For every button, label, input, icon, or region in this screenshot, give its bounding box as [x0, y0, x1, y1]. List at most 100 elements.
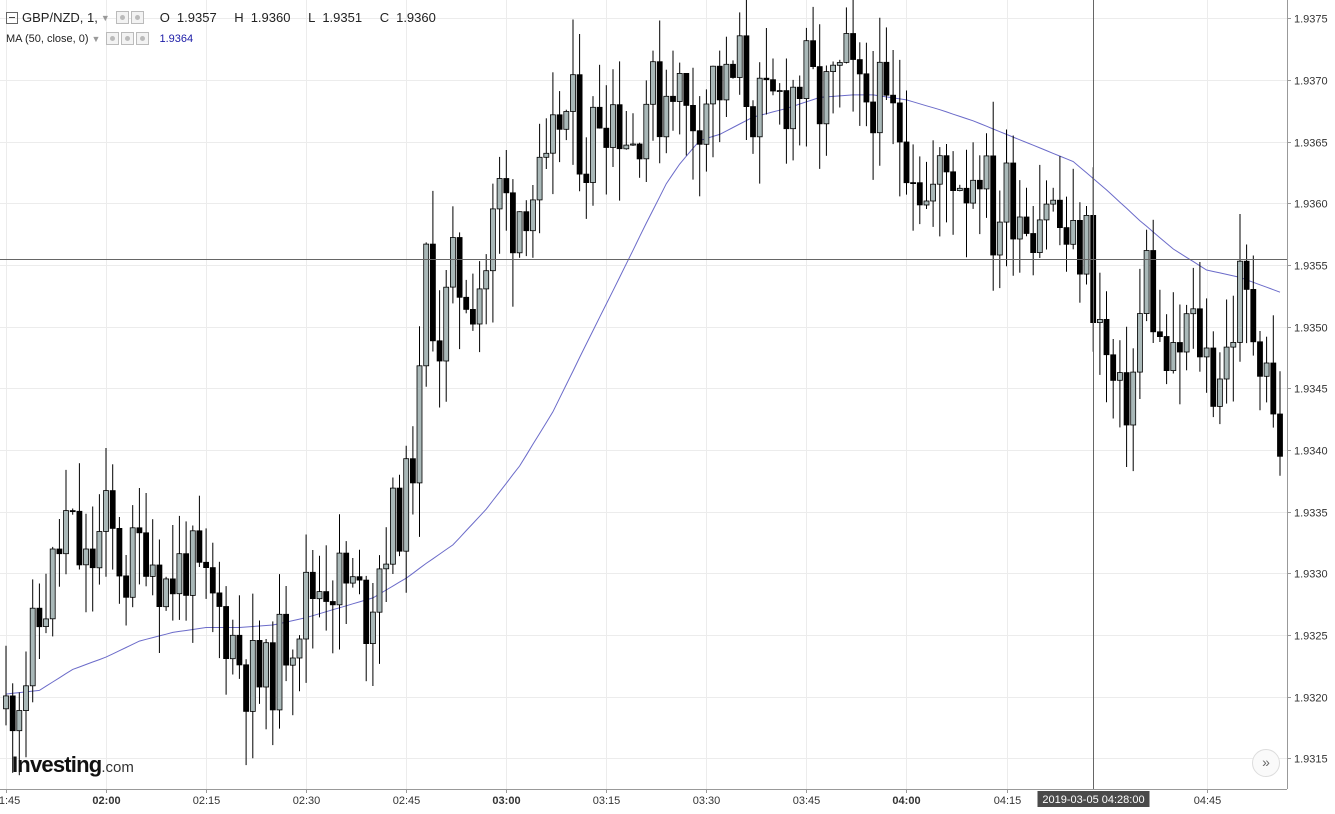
candle-body: [1063, 227, 1070, 245]
candle-body: [523, 211, 530, 232]
candle-body: [316, 591, 323, 600]
ma-settings-gear-icon[interactable]: [121, 32, 135, 45]
candle-body: [690, 105, 696, 132]
ma-caret-icon[interactable]: ▼: [91, 33, 101, 44]
candle-body: [816, 66, 823, 125]
candle-body: [176, 553, 183, 595]
investing-logo: Investing.com: [12, 752, 134, 778]
candle-body: [183, 553, 190, 596]
time-tick-label: 02:00: [92, 795, 120, 807]
candle-body: [990, 155, 997, 256]
candle-body: [456, 237, 463, 298]
candle-body: [803, 40, 810, 100]
candle-body: [783, 90, 790, 130]
candle-body: [1143, 250, 1150, 314]
time-tick-label: 02:15: [193, 795, 221, 807]
candle-body: [43, 618, 49, 628]
price-tick-label: 1.9325: [1294, 631, 1328, 643]
close-value: 1.9360: [396, 10, 436, 25]
ma-visibility-icon[interactable]: [106, 32, 120, 45]
candle-body: [963, 187, 970, 204]
time-tick-label: 02:45: [393, 795, 421, 807]
candle-body: [1057, 199, 1063, 228]
candle-body: [790, 86, 796, 130]
candle-body: [169, 578, 176, 595]
ma-legend: MA (50, close, 0) ▼ 1.9364: [6, 32, 193, 45]
candle-body: [143, 532, 150, 577]
time-tick-label: 03:45: [793, 795, 821, 807]
candle-body: [29, 607, 36, 687]
crosshair-time-label: 2019-03-05 04:28:00: [1042, 794, 1144, 806]
price-tick-label: 1.9335: [1294, 508, 1328, 520]
candle-body: [910, 182, 916, 185]
candle-body: [1170, 342, 1177, 372]
candle-body: [329, 601, 336, 606]
candle-body: [670, 95, 676, 102]
candle-body: [3, 695, 9, 710]
candle-body: [229, 634, 236, 660]
candle-body: [489, 208, 496, 272]
candle-body: [630, 143, 636, 146]
candle-body: [883, 61, 890, 96]
candle-body: [336, 552, 343, 606]
candle-body: [1123, 372, 1130, 426]
time-tick-label: 03:15: [593, 795, 621, 807]
time-tick-label: 03:30: [693, 795, 721, 807]
candle-body: [156, 564, 163, 607]
candle-body: [1217, 378, 1223, 407]
symbol-caret-icon[interactable]: ▼: [100, 12, 110, 23]
candle-body: [863, 73, 870, 103]
candle-body: [1257, 341, 1263, 377]
open-label: O: [159, 10, 170, 25]
crosshair-time-label-bg: [1037, 791, 1150, 807]
collapse-toggle-icon[interactable]: [6, 11, 18, 24]
candle-body: [703, 103, 710, 145]
time-tick-label: 03:00: [492, 795, 520, 807]
time-tick-label: 01:45: [0, 795, 20, 807]
candle-body: [443, 286, 450, 362]
candle-body: [730, 63, 736, 78]
candle-body: [109, 490, 116, 529]
candle-body: [1163, 336, 1170, 371]
candle-body: [616, 104, 623, 150]
candle-body: [736, 35, 743, 78]
candle-body: [309, 571, 316, 599]
candle-body: [503, 178, 510, 194]
candle-body: [1030, 233, 1037, 254]
settings-gear-icon[interactable]: [130, 11, 144, 24]
candle-body: [116, 528, 123, 577]
candle-body: [530, 199, 536, 232]
symbol-label: GBP/NZD, 1,: [22, 10, 98, 25]
candle-body: [890, 94, 896, 104]
candle-body: [1157, 331, 1163, 337]
candle-body: [536, 156, 543, 201]
candle-body: [483, 270, 490, 290]
candle-body: [663, 95, 670, 138]
visibility-icon[interactable]: [115, 11, 129, 24]
scroll-forward-button[interactable]: »: [1252, 749, 1280, 777]
candle-body: [843, 33, 850, 63]
candle-body: [403, 458, 410, 552]
candle-body: [296, 638, 303, 659]
candle-body: [823, 71, 830, 125]
candle-body: [396, 487, 403, 552]
candle-body: [916, 182, 923, 206]
candle-body: [383, 563, 390, 570]
time-tick-label: 04:00: [892, 795, 920, 807]
candle-body: [409, 458, 416, 484]
candle-body: [1223, 346, 1230, 380]
open-value: 1.9357: [176, 10, 217, 25]
candle-body: [856, 59, 863, 75]
candle-body: [376, 568, 383, 613]
candle-body: [449, 237, 456, 288]
candle-body: [436, 340, 443, 362]
candle-body: [276, 613, 283, 711]
candle-body: [216, 592, 223, 607]
candle-body: [896, 102, 903, 143]
ma-remove-icon[interactable]: [136, 32, 150, 45]
candle-body: [1043, 203, 1050, 221]
candle-body: [1210, 347, 1217, 407]
candle-body: [1003, 162, 1010, 223]
